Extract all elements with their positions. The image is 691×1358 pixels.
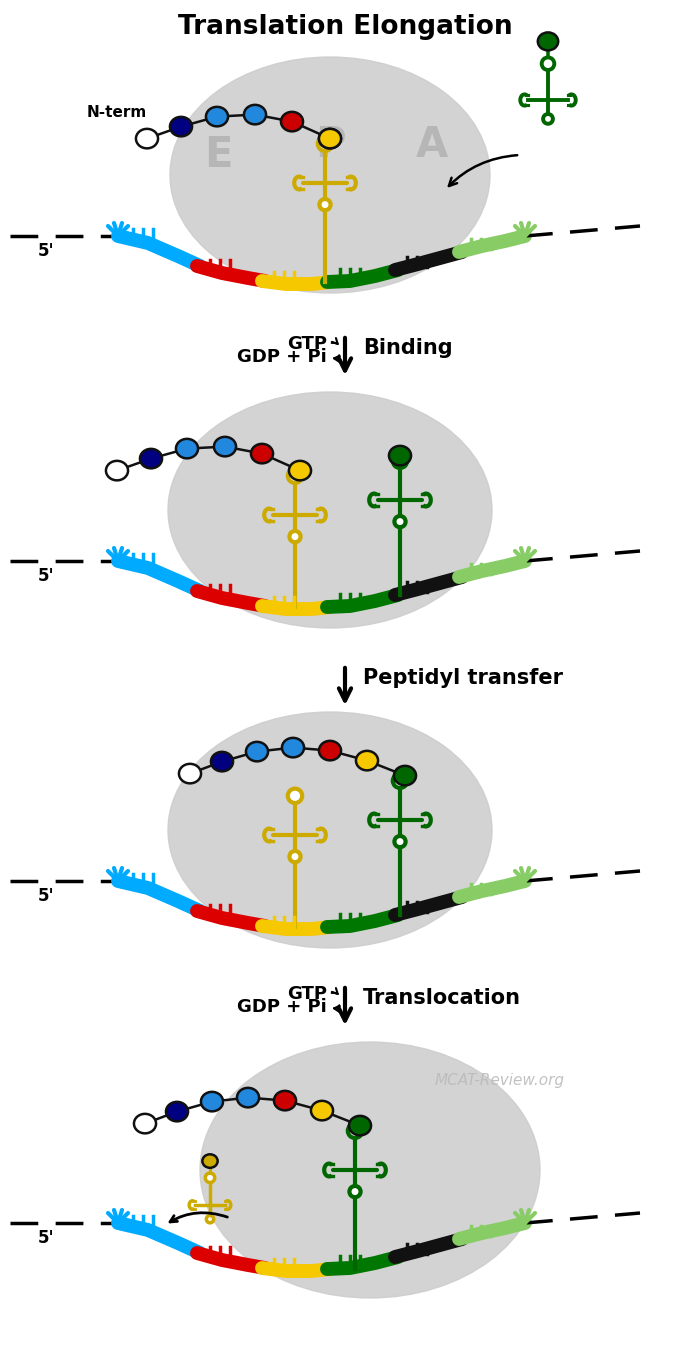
Circle shape [542,57,554,71]
Ellipse shape [136,129,158,148]
Circle shape [287,469,302,483]
Ellipse shape [274,1090,296,1111]
Ellipse shape [179,763,201,784]
Ellipse shape [170,117,192,136]
Text: 5': 5' [38,568,55,585]
Text: N-term: N-term [87,105,147,120]
Text: 5': 5' [38,242,55,259]
Ellipse shape [176,439,198,459]
Ellipse shape [251,444,273,463]
FancyArrowPatch shape [449,155,518,186]
Circle shape [290,851,301,862]
Ellipse shape [394,766,416,785]
Ellipse shape [211,752,233,771]
Ellipse shape [281,111,303,132]
Text: Translation Elongation: Translation Elongation [178,14,512,39]
Ellipse shape [170,57,490,293]
Circle shape [287,789,302,803]
Ellipse shape [237,1088,259,1107]
Circle shape [290,531,301,542]
Circle shape [319,200,330,210]
FancyArrowPatch shape [332,338,338,344]
Ellipse shape [244,105,266,125]
Circle shape [318,137,332,151]
Ellipse shape [140,449,162,469]
Text: Translocation: Translocation [363,987,521,1008]
Ellipse shape [389,445,411,466]
Ellipse shape [356,751,378,770]
Text: P: P [314,124,346,166]
Circle shape [395,516,406,527]
Ellipse shape [214,437,236,456]
Ellipse shape [319,129,341,148]
Ellipse shape [202,1154,218,1168]
Ellipse shape [134,1114,156,1134]
FancyArrowPatch shape [332,989,338,994]
Circle shape [392,454,407,469]
Circle shape [350,1186,361,1198]
Ellipse shape [106,460,128,481]
Text: Peptidyl transfer: Peptidyl transfer [363,668,563,689]
Ellipse shape [246,741,268,762]
Ellipse shape [289,460,311,481]
FancyArrowPatch shape [334,356,340,361]
Circle shape [395,837,406,847]
Ellipse shape [538,33,558,50]
Ellipse shape [201,1092,223,1111]
Ellipse shape [200,1042,540,1298]
Text: MCAT-Review.org: MCAT-Review.org [435,1073,565,1088]
Text: 5': 5' [38,1229,55,1247]
Ellipse shape [311,1101,333,1120]
Text: GDP + Pi: GDP + Pi [237,998,327,1016]
Ellipse shape [166,1101,188,1122]
FancyArrowPatch shape [334,1005,340,1012]
Text: GTP: GTP [287,334,327,353]
Circle shape [392,774,407,788]
Text: Binding: Binding [363,338,453,359]
Circle shape [543,114,553,124]
Ellipse shape [349,1116,371,1135]
FancyArrowPatch shape [170,1213,227,1222]
Ellipse shape [282,737,304,758]
Text: GDP + Pi: GDP + Pi [237,348,327,365]
Text: E: E [204,134,232,177]
Text: A: A [416,124,448,166]
Ellipse shape [319,129,341,148]
Circle shape [205,1173,215,1183]
Text: 5': 5' [38,887,55,904]
Ellipse shape [319,741,341,760]
Circle shape [207,1215,214,1222]
Text: GTP: GTP [287,985,327,1002]
Ellipse shape [168,712,492,948]
Ellipse shape [206,107,228,126]
Circle shape [348,1123,362,1138]
Ellipse shape [168,392,492,627]
